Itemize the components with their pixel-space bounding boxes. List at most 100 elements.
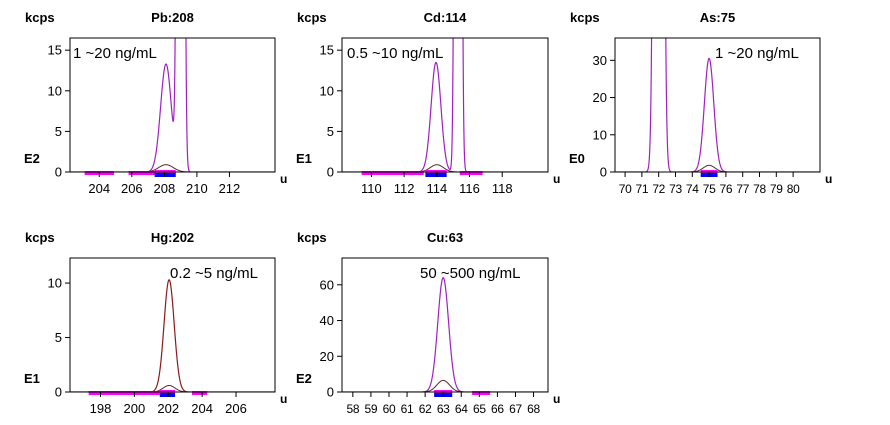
plot-frame (341, 37, 549, 173)
x-tick-label: 198 (90, 401, 112, 416)
peak-region-bar (159, 393, 176, 397)
x-tick-label: 210 (186, 181, 208, 196)
plot-area (70, 279, 275, 392)
y-tick-label: 5 (55, 330, 62, 345)
exponent-label: E2 (24, 151, 40, 166)
y-tick-label: 40 (320, 313, 334, 328)
plot-area (615, 38, 820, 172)
background-region-bar (361, 171, 424, 175)
chart-panel-as-75: kcps As:75 E0 u 0 10 20 30 70 71 72 73 74 75 76 77 78 79 8… (569, 10, 832, 196)
concentration-range-annotation: 50 ~500 ng/mL (420, 265, 521, 282)
y-tick-label: 0 (55, 165, 62, 180)
x-tick-label: 58 (346, 402, 359, 416)
x-tick-label: 76 (720, 182, 733, 196)
chart-panel-cd-114: kcps Cd:114 E1 u 0 5 10 15 110 112 114 116 118 0.5 ~1… (296, 10, 560, 196)
y-tick-label: 30 (593, 53, 607, 68)
x-tick-label: 202 (157, 401, 179, 416)
y-tick-label: 5 (327, 124, 334, 139)
x-tick-label: 114 (426, 181, 447, 196)
series-line-1 (70, 384, 275, 392)
x-tick-label: 74 (686, 182, 699, 196)
x-tick-label: 70 (619, 182, 632, 196)
x-unit-label: u (553, 172, 560, 186)
x-tick-label: 68 (527, 402, 540, 416)
series-line-0 (615, 38, 820, 172)
concentration-range-annotation: 1 ~20 ng/mL (715, 45, 799, 62)
x-unit-label: u (280, 172, 287, 186)
y-tick-label: 0 (600, 165, 607, 180)
x-unit-label: u (825, 172, 832, 186)
plot-frame (614, 37, 821, 173)
x-tick-label: 206 (121, 181, 143, 196)
y-tick-label: 10 (48, 276, 62, 291)
x-tick-label: 118 (492, 181, 513, 196)
x-tick-label: 204 (191, 401, 213, 416)
x-tick-label: 200 (124, 401, 146, 416)
peak-region-bar (425, 173, 447, 177)
y-tick-label: 20 (320, 349, 334, 364)
x-tick-label: 208 (154, 181, 176, 196)
series-line-1 (342, 164, 548, 172)
y-unit-label: kcps (297, 10, 327, 25)
chart-title: Cd:114 (424, 10, 467, 25)
series-line-1 (342, 379, 548, 392)
y-tick-label: 10 (48, 83, 62, 98)
y-tick-label: 0 (327, 165, 334, 180)
chart-title: As:75 (700, 10, 735, 25)
plot-area (342, 38, 548, 172)
x-tick-label: 71 (636, 182, 649, 196)
background-region-bar (472, 391, 491, 395)
x-tick-label: 60 (383, 402, 396, 416)
x-tick-label: 116 (459, 181, 480, 196)
exponent-label: E2 (296, 371, 312, 386)
y-unit-label: kcps (25, 10, 55, 25)
chart-panel-pb-208: kcps Pb:208 E2 u 0 5 10 15 204 206 208 210 212 1 ~20 … (24, 10, 287, 196)
y-unit-label: kcps (570, 10, 600, 25)
exponent-label: E0 (569, 151, 585, 166)
y-tick-label: 60 (320, 277, 334, 292)
y-unit-label: kcps (297, 230, 327, 245)
y-tick-label: 10 (593, 127, 607, 142)
y-unit-label: kcps (25, 230, 55, 245)
y-tick-label: 10 (320, 83, 334, 98)
y-tick-label: 15 (48, 43, 62, 58)
background-region-bar (191, 391, 208, 395)
x-tick-label: 73 (669, 182, 682, 196)
plot-frame (341, 257, 549, 393)
chart-title: Hg:202 (151, 230, 194, 245)
peak-region-bar (154, 173, 176, 177)
x-tick-label: 78 (753, 182, 766, 196)
background-region-bar (128, 171, 157, 175)
chart-panel-cu-63: kcps Cu:63 E2 u 0 20 40 60 58 59 60 61 62 63 64 65 66 67 6… (296, 230, 560, 416)
concentration-range-annotation: 1 ~20 ng/mL (73, 45, 157, 62)
x-tick-label: 110 (361, 181, 382, 196)
plot-frame (69, 37, 276, 173)
series-line-1 (615, 164, 820, 172)
x-tick-label: 65 (473, 402, 486, 416)
x-tick-label: 204 (88, 181, 110, 196)
series-line-0 (342, 276, 548, 392)
plot-frame (69, 257, 276, 393)
x-tick-label: 80 (787, 182, 800, 196)
series-line-1 (70, 164, 275, 172)
x-tick-label: 63 (437, 402, 450, 416)
x-tick-label: 79 (770, 182, 783, 196)
y-tick-label: 5 (55, 124, 62, 139)
y-tick-label: 0 (55, 385, 62, 400)
x-tick-label: 66 (491, 402, 504, 416)
plot-area (70, 38, 275, 172)
x-tick-label: 206 (225, 401, 247, 416)
exponent-label: E1 (24, 371, 40, 386)
series-line-0 (70, 38, 275, 172)
concentration-range-annotation: 0.2 ~5 ng/mL (170, 265, 258, 282)
x-unit-label: u (280, 392, 287, 406)
background-region-bar (459, 171, 483, 175)
y-tick-label: 20 (593, 90, 607, 105)
x-unit-label: u (553, 392, 560, 406)
y-tick-label: 0 (327, 385, 334, 400)
exponent-label: E1 (296, 151, 312, 166)
x-tick-label: 59 (365, 402, 378, 416)
x-tick-label: 212 (219, 181, 241, 196)
x-tick-label: 72 (652, 182, 665, 196)
